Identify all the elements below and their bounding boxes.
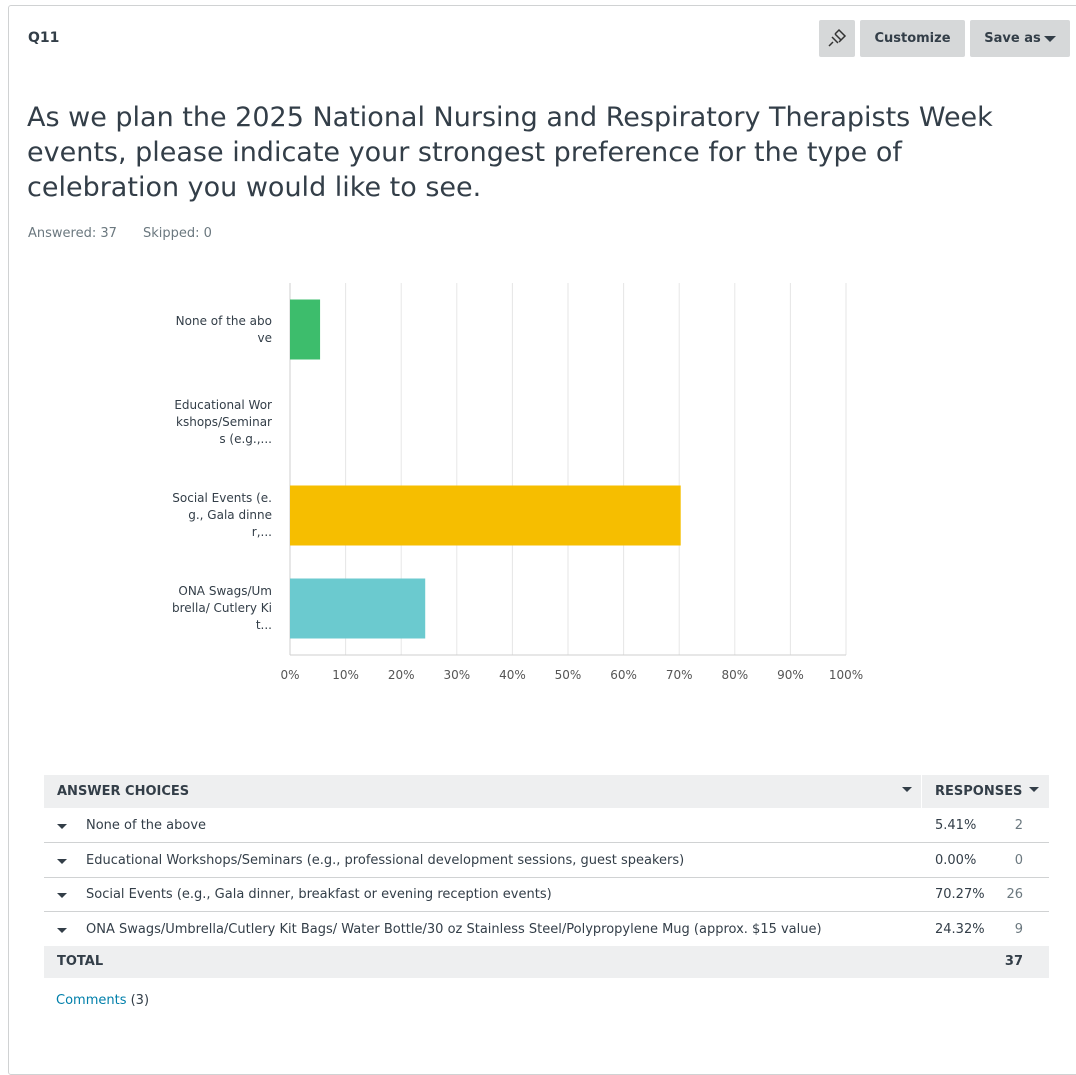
chart: 0% 10% 20% 30% 40% 50% 60% 70% 80% 90% 100% — [280, 283, 863, 682]
x-tick-label: 0% — [280, 668, 299, 682]
response-percent: 70.27% — [935, 887, 985, 902]
header-choices: ANSWER CHOICES — [57, 784, 190, 799]
comments-count: (3) — [130, 993, 150, 1008]
total-label: TOTAL — [57, 954, 104, 969]
dropdown-caret — [1043, 35, 1056, 42]
pin-icon — [828, 28, 847, 47]
response-count: 26 — [1006, 887, 1023, 902]
table-row: ONA Swags/Umbrella/Cutlery Kit Bags/ Wat… — [44, 913, 1049, 947]
x-tick-label: 20% — [388, 668, 415, 682]
table-row: Social Events (e.g., Gala dinner, breakf… — [44, 878, 1049, 912]
skipped: Skipped: 0 — [143, 226, 212, 241]
bar — [290, 485, 681, 546]
x-tick-label: 80% — [721, 668, 748, 682]
table-row: None of the above 5.41% 2 — [44, 809, 1049, 843]
question-id: Q11 — [28, 30, 60, 46]
response-percent: 5.41% — [935, 818, 977, 833]
category-label: ONA Swags/Umbrella/ Cutlery Kit... — [172, 584, 273, 632]
expand-caret — [57, 824, 67, 829]
x-tick-label: 100% — [829, 668, 863, 682]
bar — [290, 299, 321, 360]
category-label: None of the above — [175, 313, 272, 345]
question-text: As we plan the 2025 National Nursing and… — [27, 102, 993, 203]
comments[interactable]: Comments (3) — [56, 993, 149, 1008]
expand-caret — [57, 893, 67, 898]
x-tick-label: 70% — [666, 668, 693, 682]
expand-caret — [57, 858, 67, 864]
x-tick-label: 60% — [610, 668, 637, 682]
header-divider — [921, 775, 922, 808]
response-percent: 24.32% — [935, 921, 985, 937]
x-tick-label: 90% — [777, 668, 804, 682]
answer-choice: Social Events (e.g., Gala dinner, breakf… — [86, 887, 552, 902]
response-count: 2 — [1014, 818, 1023, 833]
save-as-label: Save as — [984, 31, 1041, 46]
x-tick-label: 50% — [555, 668, 582, 682]
total-count: 37 — [1004, 954, 1023, 969]
expand-caret — [57, 927, 67, 933]
sort-caret[interactable] — [902, 787, 912, 792]
pin-button[interactable] — [819, 20, 855, 57]
category-label: Educational Workshops/Seminars (e.g.,... — [174, 398, 272, 446]
customize-button[interactable]: Customize — [860, 20, 965, 57]
answer-choice: None of the above — [86, 818, 207, 833]
save-as-button[interactable]: Save as — [970, 20, 1070, 57]
answer-choice: ONA Swags/Umbrella/Cutlery Kit Bags/ Wat… — [86, 921, 822, 937]
comments-link[interactable]: Comments — [56, 993, 127, 1008]
table-row: Educational Workshops/Seminars (e.g., pr… — [44, 844, 1049, 878]
total-row: TOTAL 37 — [44, 946, 1049, 978]
category-label: Social Events (e.g., Gala dinner,... — [172, 491, 272, 539]
response-count: 9 — [1014, 921, 1023, 937]
x-tick-label: 30% — [443, 668, 470, 682]
table-header: ANSWER CHOICES RESPONSES — [44, 775, 1049, 808]
answer-choice: Educational Workshops/Seminars (e.g., pr… — [86, 852, 685, 868]
x-tick-label: 10% — [332, 668, 359, 682]
response-percent: 0.00% — [935, 852, 977, 868]
response-count: 0 — [1014, 852, 1023, 868]
answered: Answered: 37 — [28, 226, 117, 241]
header-responses: RESPONSES — [935, 784, 1023, 799]
x-tick-label: 40% — [499, 668, 526, 682]
bar — [290, 578, 426, 639]
sort-caret[interactable] — [1029, 787, 1039, 792]
